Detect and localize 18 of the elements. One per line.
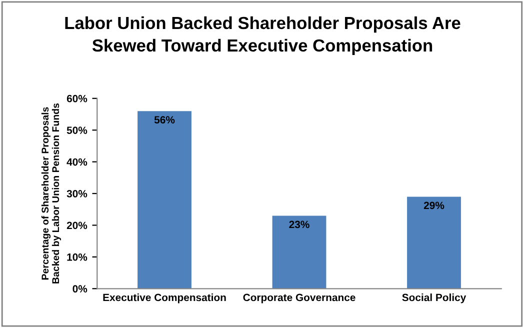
data-label: 23%	[289, 220, 310, 228]
y-tick-label: 20%	[66, 222, 88, 230]
x-tick-label: Social Policy	[402, 294, 466, 304]
x-tick-label: Corporate Governance	[243, 294, 356, 304]
y-tick-label: 40%	[66, 158, 88, 166]
y-tick-label: 10%	[67, 253, 88, 261]
bar	[138, 111, 192, 289]
bar	[272, 216, 326, 289]
x-tick-label: Executive Compensation	[103, 294, 226, 304]
y-tick-label: 30%	[66, 190, 88, 198]
y-tick-label: 0%	[72, 285, 88, 293]
chart-title: Labor Union Backed Shareholder Proposals Are Skewed Toward Executive Compensation	[65, 16, 460, 56]
y-axis-title: Percentage of Shareholder Proposals Backed by Labor Union Pension Funds	[41, 103, 61, 284]
bar	[407, 196, 461, 289]
data-label: 56%	[154, 116, 175, 124]
data-label: 29%	[424, 202, 444, 210]
y-tick-label: 60%	[66, 94, 88, 102]
y-tick-label: 50%	[66, 126, 88, 134]
